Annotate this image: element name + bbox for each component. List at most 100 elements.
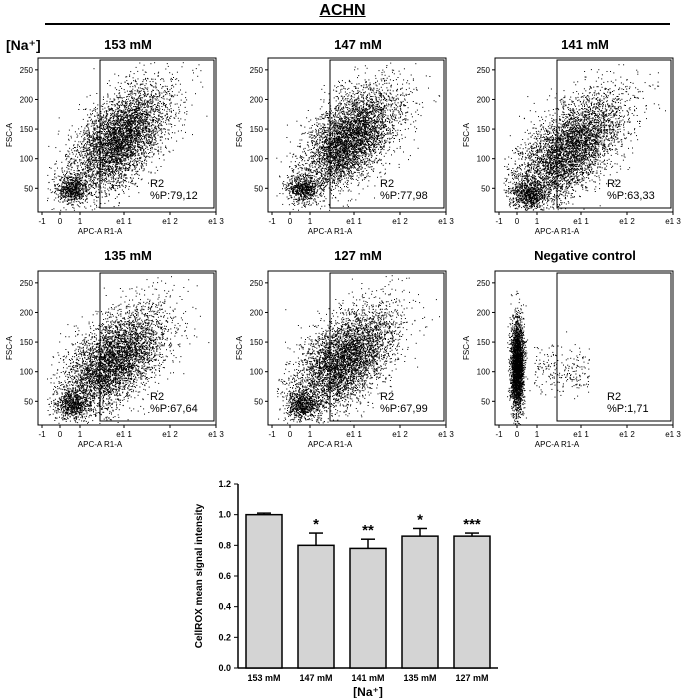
x-tick-label: 1 xyxy=(78,217,83,226)
y-tick-label: 0.2 xyxy=(218,632,231,642)
x-axis-label: APC-A R1-A xyxy=(308,440,353,449)
x-axis-label: APC-A R1-A xyxy=(78,227,123,236)
x-tick-label: e1 2 xyxy=(162,430,178,439)
y-tick-label: 50 xyxy=(254,184,263,193)
y-tick-label: 1.0 xyxy=(218,510,231,520)
gate-r2-rectangle xyxy=(556,59,672,209)
y-axis-label: CellROX mean signal intensity xyxy=(194,503,205,648)
significance-marker: * xyxy=(417,511,423,528)
event-dots xyxy=(507,290,590,425)
y-tick-label: 200 xyxy=(477,308,491,317)
y-tick-label: 150 xyxy=(20,125,34,134)
x-tick-label: 135 mM xyxy=(403,673,436,683)
y-tick-label: 0.6 xyxy=(218,571,231,581)
y-tick-label: 250 xyxy=(20,66,34,75)
significance-marker: *** xyxy=(463,516,481,533)
x-tick-label: 0 xyxy=(58,217,63,226)
x-axis-label: APC-A R1-A xyxy=(78,440,123,449)
y-axis-label: FSC-A xyxy=(235,335,244,360)
y-tick-label: 200 xyxy=(250,95,264,104)
scatter-plot-135: R2%P:67,64 -1 0 1 e1 1 e1 2 e1 3 50 100 150 200 250… xyxy=(5,270,224,449)
y-tick-label: 50 xyxy=(481,397,490,406)
y-axis-label: FSC-A xyxy=(462,335,471,360)
y-tick-label: 0.0 xyxy=(218,663,231,673)
x-tick-label: e1 3 xyxy=(438,430,454,439)
gate-percent-label: %P:77,98 xyxy=(380,190,428,202)
y-tick-label: 100 xyxy=(20,155,34,164)
gate-percent-label: %P:67,99 xyxy=(380,403,428,415)
scatter-plot-141: R2%P:63,33 -1 0 1 e1 1 e1 2 e1 3 50 100 150 200 250… xyxy=(462,57,681,236)
scatter-plot-153: R2%P:79,12 -1 0 1 e1 1 e1 2 e1 3 50 100 150 200 250… xyxy=(5,57,224,236)
y-tick-label: 100 xyxy=(477,155,491,164)
x-tick-label: e1 2 xyxy=(392,430,408,439)
plot-frame xyxy=(494,57,674,213)
y-tick-label: 100 xyxy=(20,368,34,377)
x-tick-label: 1 xyxy=(308,430,313,439)
x-tick-label: e1 2 xyxy=(619,217,635,226)
y-tick-label: 200 xyxy=(477,95,491,104)
x-tick-label: e1 3 xyxy=(208,430,224,439)
x-tick-label: 0 xyxy=(515,217,520,226)
y-tick-label: 0.4 xyxy=(218,602,231,612)
bar-153-mm xyxy=(245,513,283,669)
y-tick-label: 150 xyxy=(250,125,264,134)
y-tick-label: 50 xyxy=(24,397,33,406)
x-tick-label: e1 3 xyxy=(438,217,454,226)
y-tick-label: 150 xyxy=(477,125,491,134)
x-tick-label: e1 1 xyxy=(346,217,362,226)
gate-name-label: R2 xyxy=(607,391,621,403)
figure-title: ACHN xyxy=(0,2,685,20)
panel-title-negative: Negative control xyxy=(495,248,675,263)
title-underline-rule xyxy=(45,23,670,25)
cellrox-bar-chart: 0.0 0.2 0.4 0.6 0.8 1.0 1.2 153 mM * 147 mM ** 141 … xyxy=(194,479,498,698)
y-tick-label: 50 xyxy=(254,397,263,406)
gate-percent-label: %P:67,64 xyxy=(150,403,198,415)
x-tick-label: 1 xyxy=(535,430,540,439)
gate-name-label: R2 xyxy=(380,391,394,403)
x-tick-label: 0 xyxy=(288,217,293,226)
gate-r2-rectangle xyxy=(99,272,215,422)
x-tick-label: -1 xyxy=(38,430,46,439)
y-axis-label: FSC-A xyxy=(5,335,14,360)
y-tick-label: 1.2 xyxy=(218,479,231,489)
x-tick-label: -1 xyxy=(268,430,276,439)
gate-percent-label: %P:1,71 xyxy=(607,403,649,415)
panel-title-141: 141 mM xyxy=(495,37,675,52)
panel-title-147: 147 mM xyxy=(268,37,448,52)
y-tick-label: 100 xyxy=(250,368,264,377)
x-tick-label: -1 xyxy=(495,430,503,439)
x-tick-label: 141 mM xyxy=(351,673,384,683)
gate-name-label: R2 xyxy=(150,391,164,403)
y-tick-label: 150 xyxy=(250,338,264,347)
y-axis-label: FSC-A xyxy=(235,122,244,147)
bar-127-mm xyxy=(453,535,491,669)
scatter-plot-127: R2%P:67,99 -1 0 1 e1 1 e1 2 e1 3 50 100 150 200 250… xyxy=(235,270,454,449)
x-tick-label: e1 1 xyxy=(346,430,362,439)
y-tick-label: 250 xyxy=(250,66,264,75)
gate-r2-rectangle xyxy=(556,272,672,422)
x-tick-label: e1 3 xyxy=(665,217,681,226)
x-tick-label: e1 3 xyxy=(208,217,224,226)
gate-name-label: R2 xyxy=(607,178,621,190)
bar-147-mm xyxy=(297,544,335,669)
y-tick-label: 250 xyxy=(250,279,264,288)
panel-title-135: 135 mM xyxy=(38,248,218,263)
y-tick-label: 150 xyxy=(477,338,491,347)
x-tick-label: 147 mM xyxy=(299,673,332,683)
x-tick-label: 1 xyxy=(78,430,83,439)
gate-r2-rectangle xyxy=(329,59,445,209)
x-tick-label: e1 2 xyxy=(619,430,635,439)
plot-frame xyxy=(267,270,447,426)
y-tick-label: 250 xyxy=(477,66,491,75)
scatter-plot-147: R2%P:77,98 -1 0 1 e1 1 e1 2 e1 3 50 100 150 200 250… xyxy=(235,57,454,236)
event-dots xyxy=(47,62,208,211)
x-tick-label: e1 2 xyxy=(392,217,408,226)
y-axis-label: FSC-A xyxy=(462,122,471,147)
y-axis-label: FSC-A xyxy=(5,122,14,147)
x-tick-label: 0 xyxy=(515,430,520,439)
y-tick-label: 50 xyxy=(481,184,490,193)
y-tick-label: 250 xyxy=(477,279,491,288)
plot-frame xyxy=(37,57,217,213)
y-tick-label: 150 xyxy=(20,338,34,347)
gate-name-label: R2 xyxy=(150,178,164,190)
